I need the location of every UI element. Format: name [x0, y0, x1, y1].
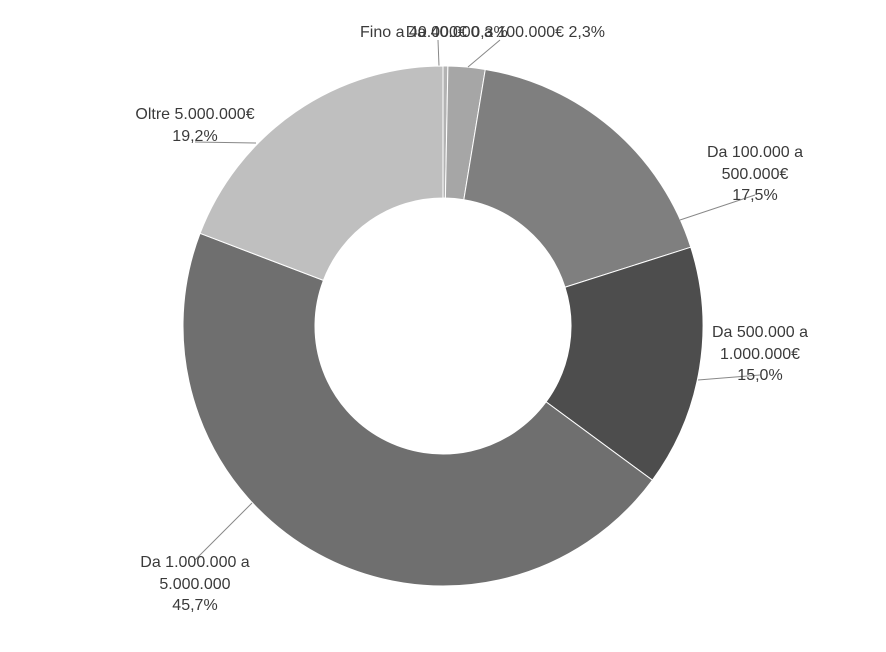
donut-slice — [464, 69, 691, 287]
slice-label: Oltre 5.000.000€19,2% — [135, 104, 254, 147]
slice-label-line: Da 1.000.000 a — [140, 552, 249, 574]
slice-label-line: Da 500.000 a — [712, 322, 808, 344]
slice-label-line: 45,7% — [140, 595, 249, 617]
slice-label-line: 500.000€ — [707, 164, 803, 186]
slice-label-line: Da 40.000 a 100.000€ 2,3% — [406, 22, 605, 44]
slice-label-line: Da 100.000 a — [707, 142, 803, 164]
slice-label: Da 40.000 a 100.000€ 2,3% — [406, 22, 605, 44]
slice-label: Da 100.000 a500.000€17,5% — [707, 142, 803, 207]
slice-label-line: 5.000.000 — [140, 574, 249, 596]
slice-label-line: 1.000.000€ — [712, 344, 808, 366]
leader-line — [468, 40, 500, 67]
slice-label-line: 17,5% — [707, 185, 803, 207]
slice-label: Da 500.000 a1.000.000€15,0% — [712, 322, 808, 387]
slice-label-line: 19,2% — [135, 126, 254, 148]
slice-label: Da 1.000.000 a5.000.00045,7% — [140, 552, 249, 617]
slice-label-line: Oltre 5.000.000€ — [135, 104, 254, 126]
leader-line — [438, 40, 439, 66]
slice-label-line: 15,0% — [712, 365, 808, 387]
